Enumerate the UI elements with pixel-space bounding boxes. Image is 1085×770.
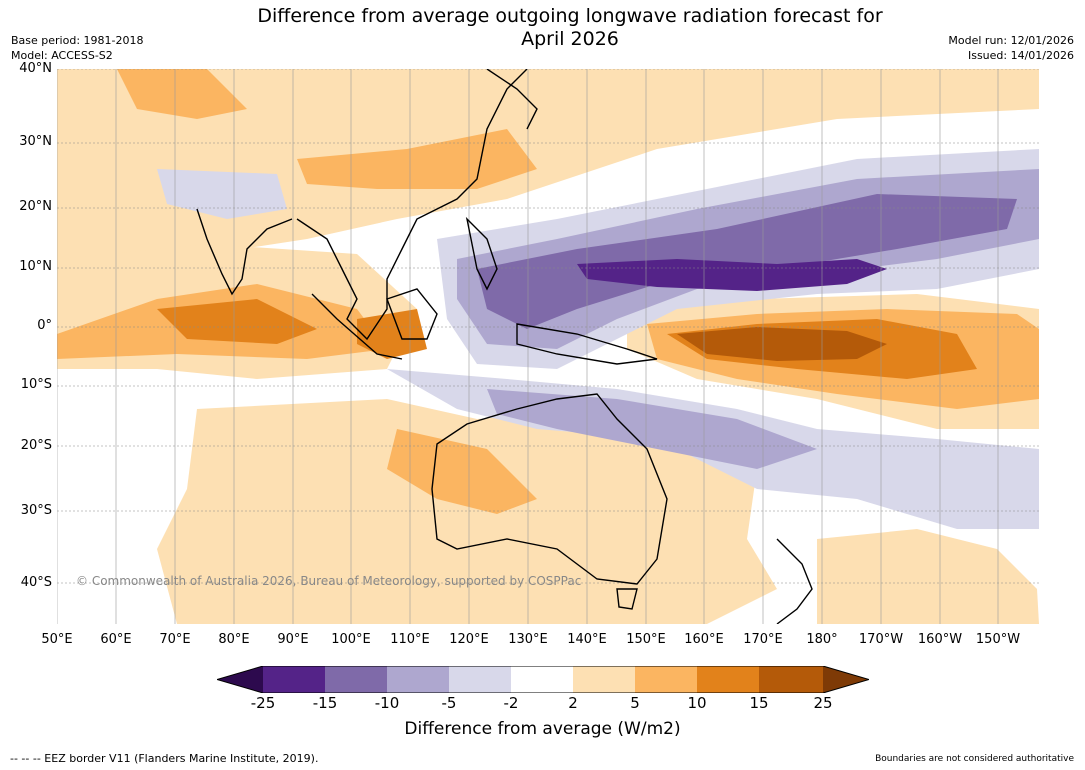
meta-right: Model run: 12/01/2026 Issued: 14/01/2026 <box>948 33 1074 63</box>
colorbar-segment <box>635 666 697 693</box>
title-line-1: Difference from average outgoing longwav… <box>257 5 883 27</box>
colorbar-max-arrow <box>823 666 869 693</box>
colorbar-tick: 10 <box>687 694 707 712</box>
sumatra-coast <box>311 293 403 360</box>
lat-label: 10°S <box>20 377 52 392</box>
colorbar-title: Difference from average (W/m2) <box>404 719 681 739</box>
tasmania-coast <box>616 588 638 610</box>
colorbar-tick: -10 <box>374 694 400 712</box>
new-guinea-coast <box>516 323 658 365</box>
lon-label: 170°E <box>743 632 783 647</box>
base-period: Base period: 1981-2018 <box>11 34 144 47</box>
colorbar-min-arrow <box>217 666 263 693</box>
lat-label: 0° <box>37 318 52 333</box>
lat-label: 40°S <box>20 575 52 590</box>
lat-label: 20°N <box>19 199 52 214</box>
model-name: Model: ACCESS-S2 <box>11 49 113 62</box>
coastlines <box>196 69 813 624</box>
colorbar-segment <box>697 666 759 693</box>
colorbar-tick: -5 <box>441 694 457 712</box>
colorbar-tick: -15 <box>312 694 338 712</box>
colorbar-tick: 25 <box>813 694 833 712</box>
colorbar-segment <box>573 666 635 693</box>
colorbar <box>217 666 869 693</box>
lon-label: 140°E <box>567 632 607 647</box>
colorbar-tick: -2 <box>503 694 519 712</box>
lon-label: 50°E <box>41 632 73 647</box>
lon-label: 120°E <box>449 632 489 647</box>
borneo-coast <box>386 288 438 340</box>
colorbar-tick: 15 <box>749 694 769 712</box>
model-run: Model run: 12/01/2026 <box>948 34 1074 47</box>
lon-label: 180° <box>806 632 838 647</box>
colorbar-segment <box>387 666 449 693</box>
meta-left: Base period: 1981-2018 Model: ACCESS-S2 <box>11 33 143 63</box>
lon-label: 150°W <box>975 632 1021 647</box>
philippines-coast <box>465 216 498 291</box>
olr-anomaly-map <box>57 69 1039 624</box>
colorbar-segment <box>759 666 823 693</box>
colorbar-segment <box>325 666 387 693</box>
lon-label: 150°E <box>626 632 666 647</box>
india-coast <box>196 208 293 296</box>
australia-coast <box>431 393 668 585</box>
lon-label: 110°E <box>390 632 430 647</box>
boundaries-disclaimer: Boundaries are not considered authoritat… <box>875 754 1074 764</box>
lon-label: 160°W <box>917 632 963 647</box>
colorbar-tick: 2 <box>568 694 578 712</box>
issued-date: Issued: 14/01/2026 <box>967 49 1074 62</box>
colorbar-segment <box>263 666 325 693</box>
indochina-coast <box>296 69 528 341</box>
colorbar-tick: 5 <box>630 694 640 712</box>
title-line-2: April 2026 <box>521 28 619 50</box>
lon-label: 60°E <box>100 632 132 647</box>
copyright-notice: © Commonwealth of Australia 2026, Bureau… <box>76 574 582 588</box>
anomaly-shading <box>57 69 1039 624</box>
lat-label: 30°S <box>20 503 52 518</box>
chart-title: Difference from average outgoing longwav… <box>170 5 970 51</box>
lon-label: 90°E <box>277 632 309 647</box>
colorbar-tick: -25 <box>250 694 276 712</box>
lon-label: 170°W <box>858 632 904 647</box>
lon-label: 130°E <box>508 632 548 647</box>
lat-label: 20°S <box>20 438 52 453</box>
lat-label: 10°N <box>19 259 52 274</box>
lat-label: 40°N <box>19 61 52 76</box>
eez-note: -- -- -- EEZ border V11 (Flanders Marine… <box>10 752 319 765</box>
lon-label: 100°E <box>331 632 371 647</box>
lat-label: 30°N <box>19 134 52 149</box>
new-zealand-coast <box>776 538 813 624</box>
colorbar-segment <box>511 666 573 693</box>
lon-label: 160°E <box>684 632 724 647</box>
colorbar-segment <box>449 666 511 693</box>
lon-label: 70°E <box>159 632 191 647</box>
japan-coast <box>486 69 538 130</box>
lon-label: 80°E <box>218 632 250 647</box>
